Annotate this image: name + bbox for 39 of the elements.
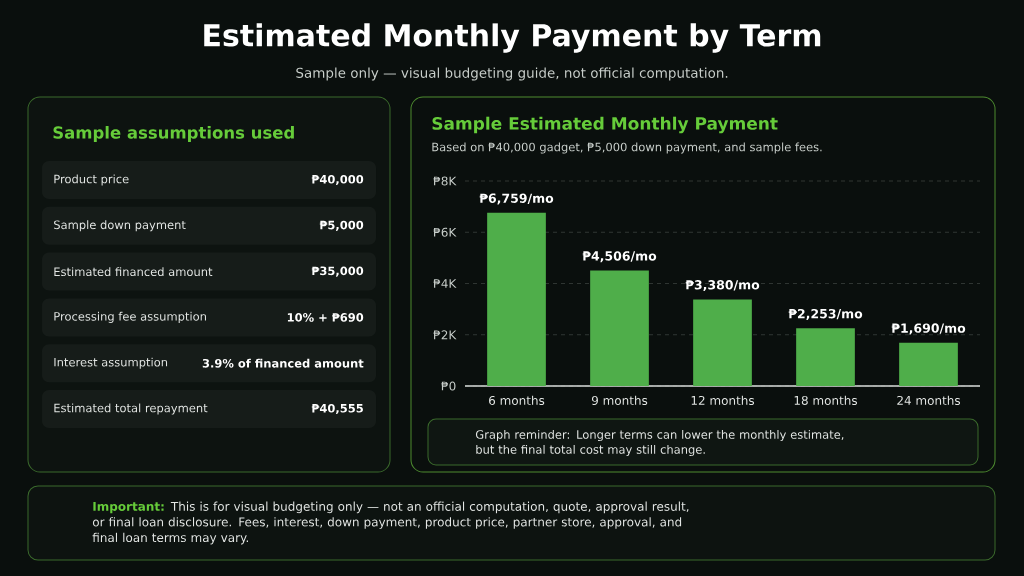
text: ₱5,000 — [319, 220, 364, 231]
chart-subtitle: Based on ₱40,000 gadget, ₱5,000 down payment, and sample fees. — [432, 142, 822, 154]
text: ₱40,000 — [311, 174, 364, 186]
text: 3.9% of financed amount — [202, 358, 364, 368]
text: Product price — [54, 174, 129, 186]
data-label: ₱4,506/mo — [582, 251, 657, 263]
bar — [590, 270, 649, 386]
y-tick-label: ₱4K — [433, 279, 457, 288]
text: 10% + ₱690 — [287, 313, 364, 322]
bar — [693, 299, 752, 386]
x-tick-label: 9 months — [591, 395, 648, 405]
y-tick-label: ₱2K — [433, 330, 457, 340]
text: Graph reminder: Longer terms can lower the monthly estimate, but the final total cost may still change. — [475, 429, 844, 457]
bar — [899, 342, 958, 386]
data-label: ₱2,253/mo — [788, 308, 863, 320]
text: Processing fee assumption — [54, 311, 206, 323]
bar — [487, 212, 546, 386]
data-label: ₱3,380/mo — [685, 280, 760, 292]
text: ₱35,000 — [311, 266, 364, 277]
x-tick-label: 12 months — [691, 395, 755, 405]
x-tick-label: 24 months — [897, 395, 961, 405]
x-tick-label: 18 months — [794, 395, 858, 405]
data-label: ₱1,690/mo — [891, 323, 966, 335]
text: Sample only — visual budgeting guide, not official computation. — [296, 67, 728, 81]
y-tick-label: ₱6K — [433, 227, 457, 237]
text: Sample assumptions used — [53, 126, 294, 142]
y-tick-label: ₱8K — [433, 176, 457, 186]
text: Important: — [93, 501, 164, 514]
bar — [796, 328, 855, 386]
x-tick-label: 6 months — [489, 395, 545, 405]
y-tick-label: ₱0 — [441, 381, 456, 391]
data-label: ₱6,759/mo — [479, 193, 554, 205]
text: Estimated Monthly Payment by Term — [204, 23, 821, 53]
text: ₱40,555 — [311, 403, 363, 415]
text: Sample down payment — [54, 220, 186, 232]
text: Interest assumption — [54, 357, 168, 369]
text: Estimated total repayment — [54, 403, 208, 415]
chart-title: Sample Estimated Monthly Payment — [432, 116, 778, 134]
text: Estimated financed amount — [54, 267, 213, 277]
